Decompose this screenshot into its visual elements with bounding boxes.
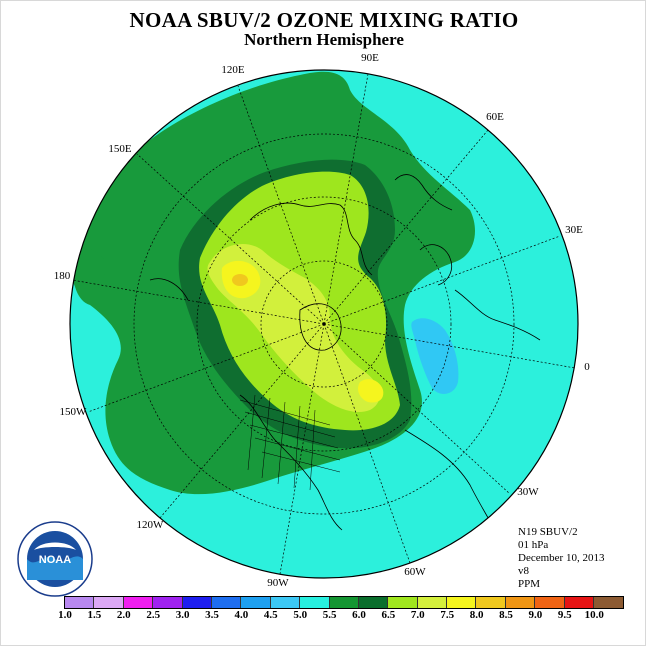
legend-tick-label: 6.5 [381,609,396,621]
legend-tick-label: 8.5 [499,609,513,621]
legend-tick-label: 8.0 [469,609,484,621]
lon-label-30e: 30E [565,224,583,236]
legend-tick-label: 1.5 [87,609,102,621]
level-label: 01 hPa [518,539,549,551]
legend-swatch [329,597,359,608]
legend-tick-label: 4.5 [263,609,278,621]
page-subtitle: Northern Hemisphere [244,30,404,49]
noaa-logo: NOAA [17,521,93,597]
lon-label-60e: 60E [486,111,504,123]
legend-swatch [535,597,565,608]
date-label: December 10, 2013 [518,552,605,564]
legend-tick-label: 9.0 [528,609,543,621]
lon-label-90e: 90E [361,52,379,64]
legend-swatch [65,597,95,608]
lon-label-120e: 120E [221,64,245,76]
legend-tick-label: 5.5 [322,609,337,621]
legend-swatch [388,597,418,608]
legend-tick-label: 5.0 [293,609,308,621]
orange-core [232,274,248,286]
noaa-logo-text: NOAA [39,554,71,566]
legend-swatch [94,597,124,608]
lon-label-60w: 60W [404,566,426,578]
lon-label-0: 0 [584,361,590,373]
legend-tick-label: 1.0 [58,609,72,621]
instrument-label: N19 SBUV/2 [518,526,578,538]
legend-tick-label: 3.0 [175,609,190,621]
graticule [69,69,579,579]
legend-swatch [594,597,624,608]
lon-label-120w: 120W [137,519,165,531]
legend-tick-label: 3.5 [205,609,219,621]
legend-tick-label: 9.5 [557,609,572,621]
lon-label-90w: 90W [267,577,289,589]
legend-swatch [153,597,183,608]
legend-swatch [417,597,448,608]
info-block: N19 SBUV/2 01 hPa December 10, 2013 v8 P… [518,526,604,591]
legend-swatch [123,597,154,608]
legend-tick-label: 7.0 [410,609,425,621]
legend-swatch [564,597,595,608]
lon-label-150w: 150W [60,406,88,418]
units-label: PPM [518,578,541,590]
legend-swatch [270,597,301,608]
lon-label-150e: 150E [108,143,132,155]
legend-tick-label: 2.5 [146,609,161,621]
legend-swatch [300,597,330,608]
legend-swatch [447,597,477,608]
us-grid [239,394,341,491]
legend-ticks: 1.0 1.5 2.0 2.5 3.0 3.5 4.0 4.5 5.0 5.5 6.0 6.5 7.0 7… [0,609,648,623]
legend-swatch [241,597,271,608]
legend-tick-label: 4.0 [234,609,249,621]
legend-tick-label: 7.5 [440,609,455,621]
legend-tick-label: 6.0 [352,609,366,621]
legend-swatch [358,597,389,608]
color-legend [64,596,625,609]
lon-label-30w: 30W [517,486,539,498]
version-label: v8 [518,565,529,577]
legend-swatch [182,597,212,608]
legend-tick-label: 2.0 [116,609,131,621]
legend-tick-label: 10.0 [584,609,604,621]
light-blue-region [411,318,459,394]
legend-swatch [476,597,506,608]
yellow-region-east [357,379,384,403]
legend-swatch [211,597,242,608]
page-title: NOAA SBUV/2 OZONE MIXING RATIO [129,8,519,32]
legend-swatch [505,597,536,608]
lon-label-180: 180 [54,270,71,282]
